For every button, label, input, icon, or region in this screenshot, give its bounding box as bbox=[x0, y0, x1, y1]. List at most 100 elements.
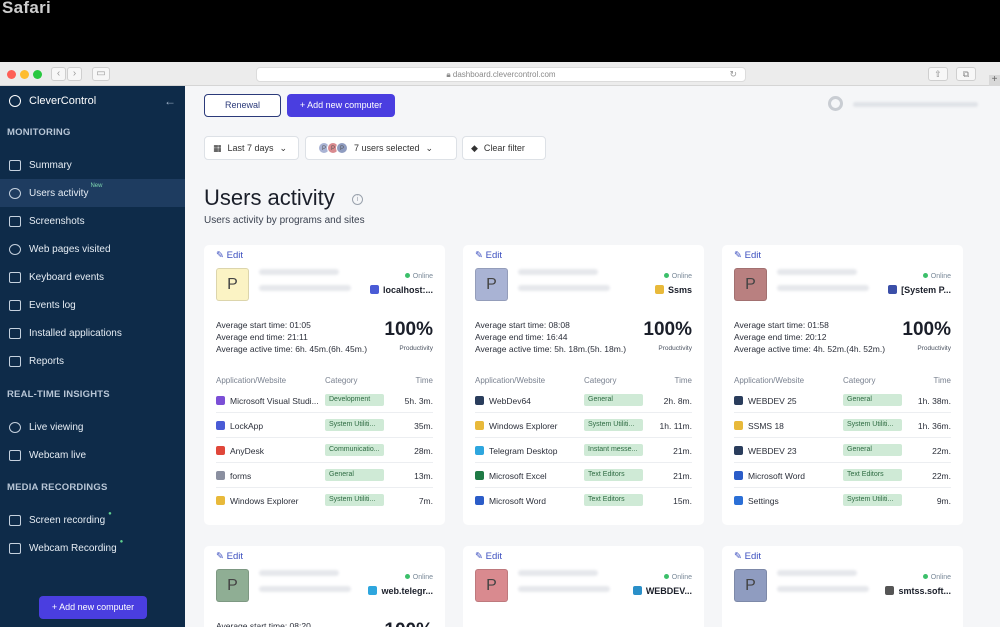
table-row[interactable]: forms General 13m. bbox=[216, 463, 433, 488]
sidebar-item-installed-apps[interactable]: Installed applications bbox=[0, 319, 185, 347]
app-name: Microsoft Excel bbox=[475, 471, 547, 481]
sidebar-item-reports[interactable]: Reports bbox=[0, 347, 185, 375]
back-button[interactable]: ‹ bbox=[51, 67, 66, 81]
time-value: 21m. bbox=[673, 446, 692, 456]
current-app: WEBDEV... bbox=[632, 586, 692, 596]
share-icon[interactable]: ⇧ bbox=[928, 67, 948, 81]
edit-card-button[interactable]: ✎ Edit bbox=[216, 551, 243, 562]
url-text: dashboard.clevercontrol.com bbox=[452, 70, 556, 79]
blurred-computer-name bbox=[777, 269, 857, 275]
app-icon bbox=[216, 421, 225, 430]
status-badge: Online bbox=[923, 574, 951, 581]
avatar: P bbox=[216, 268, 249, 301]
close-window-button[interactable] bbox=[7, 70, 16, 79]
category-badge: General bbox=[325, 469, 384, 481]
collapse-sidebar-icon[interactable]: ← bbox=[164, 94, 176, 108]
sidebar-toggle-icon[interactable]: ▭ bbox=[92, 67, 110, 81]
status-badge: Online bbox=[923, 273, 951, 280]
clear-filter-button[interactable]: ◆ Clear filter bbox=[462, 136, 546, 160]
sidebar-item-events-log[interactable]: Events log bbox=[0, 291, 185, 319]
edit-card-button[interactable]: ✎ Edit bbox=[734, 250, 761, 261]
status-badge: Online bbox=[405, 574, 433, 581]
col-category-header: Category bbox=[584, 376, 617, 385]
sidebar-item-web-pages[interactable]: Web pages visited bbox=[0, 235, 185, 263]
blurred-computer-name bbox=[518, 269, 598, 275]
category-badge: General bbox=[584, 394, 643, 406]
pencil-icon: ✎ bbox=[216, 250, 227, 261]
time-value: 2h. 8m. bbox=[663, 396, 692, 406]
sidebar-add-computer-button[interactable]: + Add new computer bbox=[39, 596, 147, 619]
reload-icon[interactable]: ↻ bbox=[729, 69, 737, 79]
table-row[interactable]: AnyDesk Communicatio... 28m. bbox=[216, 438, 433, 463]
app-name: forms bbox=[216, 471, 251, 481]
sidebar-item-screen-recording[interactable]: Screen recording ● bbox=[0, 506, 185, 534]
table-row[interactable]: WEBDEV 25 General 1h. 38m. bbox=[734, 388, 951, 413]
sidebar-item-users-activity[interactable]: Users activity New bbox=[0, 179, 185, 207]
zoom-window-button[interactable] bbox=[33, 70, 42, 79]
pencil-icon: ✎ bbox=[475, 250, 486, 261]
forward-button[interactable]: › bbox=[67, 67, 82, 81]
sidebar-item-webcam-live[interactable]: Webcam live bbox=[0, 441, 185, 469]
table-row[interactable]: Windows Explorer System Utiliti... 1h. 11m… bbox=[475, 413, 692, 438]
table-row[interactable]: LockApp System Utiliti... 35m. bbox=[216, 413, 433, 438]
table-row[interactable]: Windows Explorer System Utiliti... 7m. bbox=[216, 488, 433, 513]
table-row[interactable]: WEBDEV 23 General 22m. bbox=[734, 438, 951, 463]
pencil-icon: ✎ bbox=[734, 551, 745, 562]
app-name: SSMS 18 bbox=[734, 421, 784, 431]
sidebar-item-screenshots[interactable]: Screenshots bbox=[0, 207, 185, 235]
table-row[interactable]: Microsoft Visual Studi... Development 5h. … bbox=[216, 388, 433, 413]
app-icon bbox=[888, 285, 898, 294]
blurred-computer-name bbox=[259, 570, 339, 576]
globe-icon bbox=[9, 243, 21, 255]
lock-icon: 🔒︎ bbox=[446, 70, 453, 79]
table-row[interactable]: SSMS 18 System Utiliti... 1h. 36m. bbox=[734, 413, 951, 438]
table-row[interactable]: Telegram Desktop Instant messe... 21m. bbox=[475, 438, 692, 463]
table-row[interactable]: Microsoft Excel Text Editors 21m. bbox=[475, 463, 692, 488]
col-time-header: Time bbox=[674, 376, 692, 385]
current-app-name: Ssms bbox=[667, 285, 692, 295]
new-tab-icon[interactable]: + bbox=[989, 75, 1000, 86]
edit-label: Edit bbox=[226, 250, 243, 261]
info-icon[interactable]: i bbox=[352, 194, 363, 205]
avatar: P bbox=[734, 268, 767, 301]
current-app-name: smtss.soft... bbox=[898, 586, 951, 596]
table-row[interactable]: Settings System Utiliti... 9m. bbox=[734, 488, 951, 513]
edit-card-button[interactable]: ✎ Edit bbox=[216, 250, 243, 261]
user-card: ✎ Edit P Online WEBDEV... bbox=[463, 546, 704, 627]
user-avatars: P P P bbox=[314, 142, 348, 154]
sidebar-item-webcam-recording[interactable]: Webcam Recording ● bbox=[0, 534, 185, 562]
avg-end-time: Average end time: 20:12 bbox=[734, 332, 827, 342]
address-bar[interactable]: 🔒︎ dashboard.clevercontrol.com ↻ bbox=[256, 67, 746, 82]
productivity-label: Productivity bbox=[917, 345, 951, 352]
app-name: Microsoft Word bbox=[475, 496, 546, 506]
summary-icon bbox=[9, 159, 21, 171]
users-filter[interactable]: P P P 7 users selected ⌄ bbox=[305, 136, 457, 160]
activity-table: Microsoft Visual Studi... Development 5h. … bbox=[216, 388, 433, 513]
app-icon bbox=[475, 496, 484, 505]
sidebar-item-label: Reports bbox=[29, 355, 65, 367]
sidebar-item-label: Users activity bbox=[29, 187, 89, 199]
edit-card-button[interactable]: ✎ Edit bbox=[475, 551, 502, 562]
avatar: P bbox=[734, 569, 767, 602]
time-stats: Average start time: 01:58 Average end tim… bbox=[734, 319, 885, 355]
sidebar-item-live-viewing[interactable]: Live viewing bbox=[0, 413, 185, 441]
sidebar-item-summary[interactable]: Summary bbox=[0, 151, 185, 179]
time-value: 35m. bbox=[414, 421, 433, 431]
status-badge: Online bbox=[664, 574, 692, 581]
productivity-value: 100% bbox=[643, 319, 692, 340]
table-row[interactable]: Microsoft Word Text Editors 22m. bbox=[734, 463, 951, 488]
renewal-button[interactable]: Renewal bbox=[204, 94, 281, 117]
app-name-text: LockApp bbox=[230, 421, 264, 431]
tabs-icon[interactable]: ⧉ bbox=[956, 67, 976, 81]
brand[interactable]: CleverControl bbox=[9, 95, 96, 107]
table-row[interactable]: Microsoft Word Text Editors 15m. bbox=[475, 488, 692, 513]
table-row[interactable]: WebDev64 General 2h. 8m. bbox=[475, 388, 692, 413]
period-filter[interactable]: ▦ Last 7 days ⌄ bbox=[204, 136, 299, 160]
col-app-header: Application/Website bbox=[475, 376, 546, 385]
edit-card-button[interactable]: ✎ Edit bbox=[734, 551, 761, 562]
edit-card-button[interactable]: ✎ Edit bbox=[475, 250, 502, 261]
add-computer-button[interactable]: + Add new computer bbox=[287, 94, 395, 117]
gear-icon[interactable] bbox=[828, 96, 843, 111]
minimize-window-button[interactable] bbox=[20, 70, 29, 79]
sidebar-item-keyboard-events[interactable]: Keyboard events bbox=[0, 263, 185, 291]
